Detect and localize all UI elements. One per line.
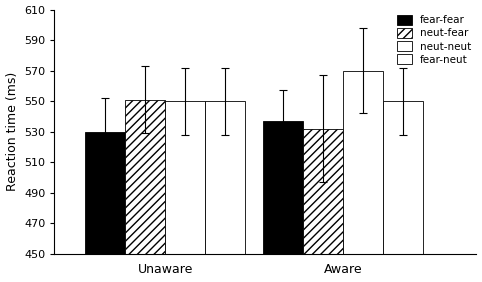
Bar [263,121,303,254]
Bar [303,129,343,254]
Bar [343,70,383,254]
Bar [205,101,245,254]
Legend: fear-fear, neut-fear, neut-neut, fear-neut: fear-fear, neut-fear, neut-neut, fear-ne… [393,11,475,69]
Bar [125,100,165,254]
Bar [85,132,125,254]
Bar [383,101,423,254]
Y-axis label: Reaction time (ms): Reaction time (ms) [6,72,18,191]
Bar [165,101,205,254]
